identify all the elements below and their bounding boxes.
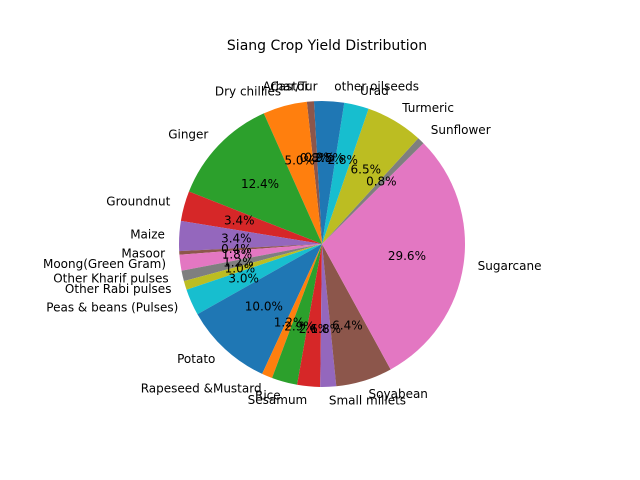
pie-slice-castor xyxy=(306,101,322,244)
slice-percent-soyabean: 6.4% xyxy=(332,318,363,332)
pie-slice-maize xyxy=(179,220,322,252)
pie-slice-groundnut xyxy=(180,191,322,244)
slice-percent-groundnut: 3.4% xyxy=(224,214,255,228)
pie-slice-small-millets xyxy=(320,244,337,388)
slice-label-rapeseed-mustard: Rapeseed &Mustard xyxy=(141,382,262,396)
slice-label-peas-beans-pulses: Peas & beans (Pulses) xyxy=(46,301,178,315)
slice-label-maize: Maize xyxy=(130,228,165,242)
pie-slice-sesamum xyxy=(297,244,322,387)
slice-percent-sugarcane: 29.6% xyxy=(388,249,426,263)
slice-label-masoor: Masoor xyxy=(121,246,165,260)
pie-slice-peas-beans-pulses xyxy=(186,244,322,315)
chart-title: Siang Crop Yield Distribution xyxy=(227,38,427,54)
slice-percent-sunflower: 0.8% xyxy=(366,175,397,189)
slice-percent-sesamum: 2.6% xyxy=(299,322,330,336)
slice-percent-masoor: 0.4% xyxy=(221,242,252,256)
pie-slice-other-oilseeds xyxy=(322,101,345,244)
pie-slice-rice xyxy=(272,244,322,385)
pie-labels: Arhar/Tur 0.9% Castor 0.8% Dry chillies 5.0% G… xyxy=(43,79,541,407)
slice-percent-other-kharif-pulses: 1.2% xyxy=(223,256,254,270)
slice-label-sesamum: Sesamum xyxy=(248,393,308,407)
pie-slice-turmeric xyxy=(322,108,419,244)
slice-percent-turmeric: 6.5% xyxy=(351,163,382,177)
slice-percent-dry-chillies: 5.0% xyxy=(284,154,315,168)
pie-slices xyxy=(179,101,465,388)
slice-percent-potato: 10.0% xyxy=(245,300,283,314)
slice-label-groundnut: Groundnut xyxy=(106,195,170,209)
pie-slice-other-rabi-pulses xyxy=(183,244,322,290)
slice-percent-maize: 3.4% xyxy=(221,232,252,246)
slice-label-arhar-tur: Arhar/Tur xyxy=(263,79,318,93)
slice-label-dry-chillies: Dry chillies xyxy=(215,85,281,99)
slice-percent-other-oilseeds: 2.5% xyxy=(313,151,344,165)
pie-slice-soyabean xyxy=(322,244,391,387)
slice-percent-rapeseed-mustard: 1.2% xyxy=(274,316,305,330)
slice-percent-castor: 0.8% xyxy=(300,151,331,165)
pie-slice-other-kharif-pulses xyxy=(181,244,322,282)
slice-label-ginger: Ginger xyxy=(168,128,208,142)
slice-label-rice: Rice xyxy=(255,388,281,402)
pie-slice-rapeseed-mustard xyxy=(262,244,322,378)
slice-label-turmeric: Turmeric xyxy=(401,101,454,115)
pie-slice-masoor xyxy=(179,244,322,255)
pie-slice-arhar-tur xyxy=(313,101,322,244)
slice-label-soyabean: Soyabean xyxy=(369,387,428,401)
slice-percent-urad: 2.8% xyxy=(327,153,358,167)
pie-slice-potato xyxy=(197,244,322,374)
pie-slice-sugarcane xyxy=(322,143,465,370)
slice-percent-rice: 2.9% xyxy=(284,319,315,333)
pie-slice-sunflower xyxy=(322,138,424,244)
pie-slice-urad xyxy=(322,102,369,244)
slice-percent-other-rabi-pulses: 1.0% xyxy=(225,261,256,275)
slice-label-moong-green-gram: Moong(Green Gram) xyxy=(43,257,166,271)
slice-label-urad: Urad xyxy=(360,84,389,98)
slice-label-other-kharif-pulses: Other Kharif pulses xyxy=(53,272,168,286)
slice-percent-small-millets: 1.8% xyxy=(311,322,342,336)
slice-percent-arhar-tur: 0.9% xyxy=(304,151,335,165)
slice-label-other-oilseeds: other oilseeds xyxy=(334,80,419,94)
pie-slice-ginger xyxy=(188,113,322,244)
slice-label-sugarcane: Sugarcane xyxy=(478,259,542,273)
slice-percent-moong-green-gram: 1.8% xyxy=(222,248,253,262)
slice-label-small-millets: Small millets xyxy=(329,394,406,408)
pie-slice-moong-green-gram xyxy=(179,244,322,271)
slice-percent-ginger: 12.4% xyxy=(241,177,279,191)
slice-label-other-rabi-pulses: Other Rabi pulses xyxy=(65,282,172,296)
slice-label-castor: Castor xyxy=(270,80,309,94)
slice-label-sunflower: Sunflower xyxy=(431,123,491,137)
slice-label-potato: Potato xyxy=(177,352,215,366)
slice-percent-peas-beans-pulses: 3.0% xyxy=(228,271,259,285)
pie-slice-dry-chillies xyxy=(263,101,322,244)
